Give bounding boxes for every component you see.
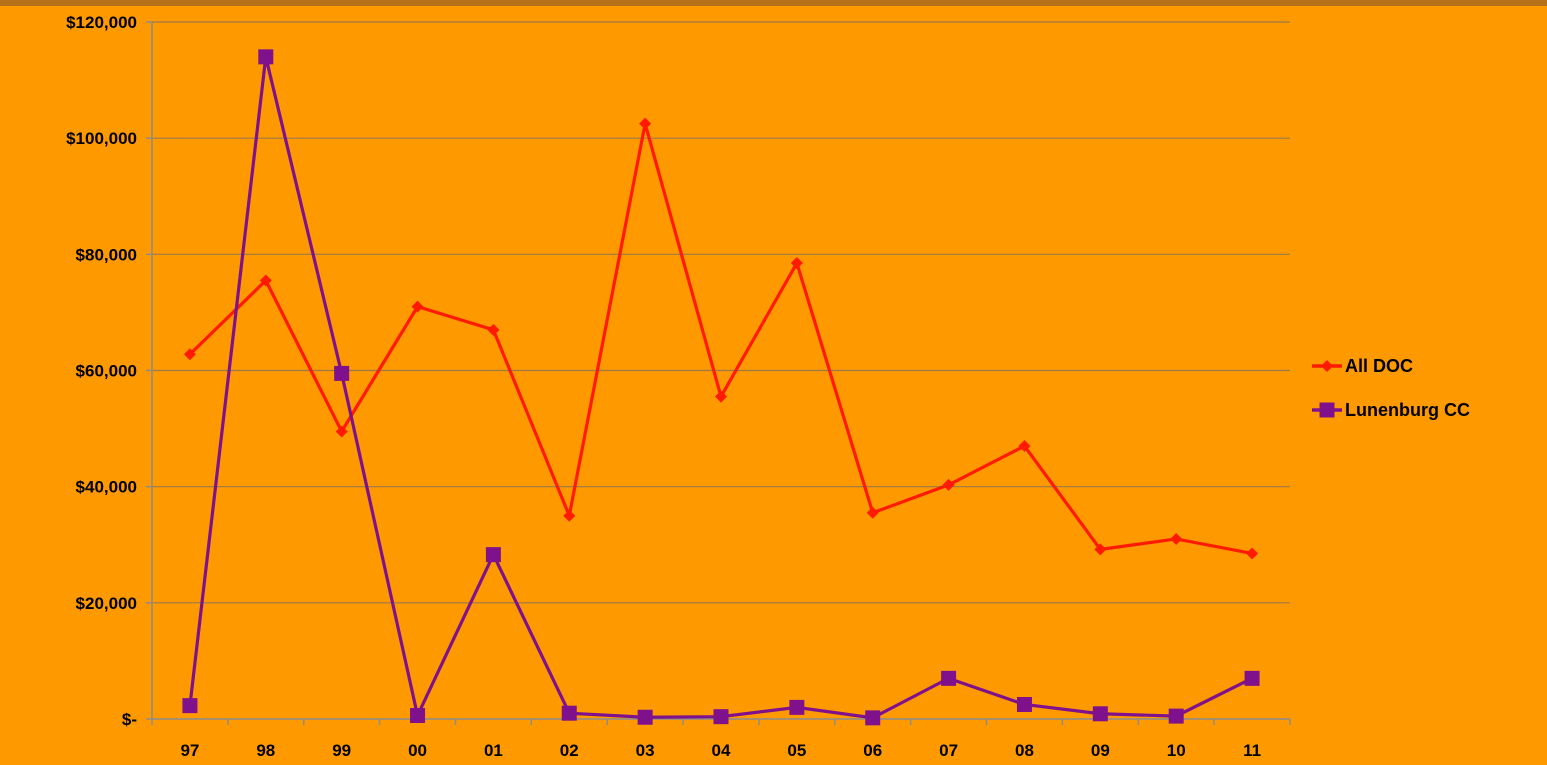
- x-tick-label: 08: [1015, 741, 1034, 760]
- data-point-all-doc: [335, 425, 348, 438]
- top-band: [0, 0, 1547, 6]
- data-point-lunenburg-cc: [637, 709, 653, 725]
- data-point-all-doc: [942, 478, 955, 491]
- series-all-doc: [183, 117, 1259, 560]
- y-tick-label: $120,000: [66, 13, 137, 32]
- data-point-lunenburg-cc: [865, 710, 881, 726]
- data-point-lunenburg-cc: [941, 670, 957, 686]
- x-tick-label: 02: [560, 741, 579, 760]
- legend-label: Lunenburg CC: [1345, 400, 1470, 420]
- legend-entry-all-doc: All DOC: [1312, 356, 1413, 376]
- data-point-all-doc: [715, 390, 727, 403]
- legend-entry-lunenburg-cc: Lunenburg CC: [1312, 400, 1470, 420]
- x-tick-label: 06: [863, 741, 882, 760]
- series-line-all-doc: [188, 123, 1253, 556]
- data-point-all-doc: [487, 323, 500, 336]
- x-tick-label: 99: [332, 741, 351, 760]
- data-point-all-doc: [411, 300, 424, 313]
- x-tick-label: 07: [939, 741, 958, 760]
- data-point-lunenburg-cc: [713, 709, 729, 725]
- x-tick-label: 05: [787, 741, 806, 760]
- data-point-lunenburg-cc: [182, 698, 198, 714]
- data-point-all-doc: [790, 257, 803, 270]
- y-tick-label: $60,000: [76, 362, 137, 381]
- data-point-lunenburg-cc: [561, 705, 577, 721]
- x-tick-label: 09: [1091, 741, 1110, 760]
- data-point-lunenburg-cc: [1016, 696, 1032, 712]
- y-tick-label: $-: [122, 710, 137, 729]
- x-tick-label: 11: [1243, 741, 1261, 760]
- gridlines: [152, 21, 1290, 604]
- data-point-all-doc: [1246, 547, 1259, 560]
- data-point-lunenburg-cc: [1244, 670, 1260, 686]
- x-tick-label: 03: [636, 741, 655, 760]
- y-tick-label: $80,000: [76, 245, 137, 264]
- data-point-lunenburg-cc: [485, 547, 501, 563]
- x-tick-label: 00: [408, 741, 427, 760]
- y-tick-label: $100,000: [66, 129, 137, 148]
- data-point-lunenburg-cc: [410, 708, 426, 724]
- data-point-all-doc: [1094, 543, 1107, 556]
- x-tick-label: 01: [484, 741, 503, 760]
- data-point-all-doc: [259, 274, 272, 287]
- series: [182, 49, 1260, 726]
- legend-swatch-marker: [1319, 402, 1335, 418]
- data-point-lunenburg-cc: [334, 365, 350, 381]
- y-tick-label: $40,000: [76, 478, 137, 497]
- data-point-lunenburg-cc: [258, 49, 274, 65]
- legend-label: All DOC: [1345, 356, 1413, 376]
- x-tick-label: 04: [712, 741, 731, 760]
- data-point-all-doc: [183, 348, 196, 361]
- legend-swatch-marker: [1321, 360, 1333, 372]
- series-line-lunenburg-cc: [188, 56, 1253, 721]
- data-point-lunenburg-cc: [1092, 706, 1108, 722]
- data-point-all-doc: [1170, 532, 1183, 545]
- x-tick-label: 97: [180, 741, 199, 760]
- data-point-all-doc: [563, 509, 576, 522]
- data-point-lunenburg-cc: [789, 699, 805, 715]
- data-point-all-doc: [1018, 440, 1031, 453]
- data-point-all-doc: [639, 117, 652, 130]
- x-tick-label: 10: [1167, 741, 1186, 760]
- y-tick-label: $20,000: [76, 594, 137, 613]
- x-tick-label: 98: [256, 741, 275, 760]
- legend: All DOC Lunenburg CC: [1312, 356, 1470, 420]
- series-lunenburg-cc: [182, 49, 1260, 726]
- data-point-all-doc: [866, 506, 879, 519]
- axes: $- $20,000 $40,000 $60,000 $80,000 $100,000 $1…: [66, 13, 1291, 760]
- data-point-lunenburg-cc: [1168, 708, 1184, 724]
